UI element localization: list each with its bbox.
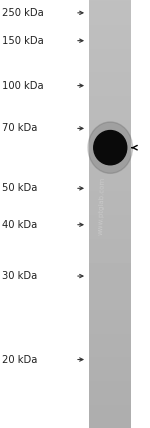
Text: 70 kDa: 70 kDa (2, 123, 37, 134)
Text: 250 kDa: 250 kDa (2, 8, 43, 18)
Text: 20 kDa: 20 kDa (2, 354, 37, 365)
Ellipse shape (94, 131, 127, 165)
Text: www.ptglab.com: www.ptglab.com (98, 176, 106, 235)
Text: 40 kDa: 40 kDa (2, 220, 37, 230)
Text: 50 kDa: 50 kDa (2, 183, 37, 193)
Ellipse shape (88, 122, 133, 173)
Text: 150 kDa: 150 kDa (2, 36, 43, 46)
Text: 100 kDa: 100 kDa (2, 80, 43, 91)
Text: 30 kDa: 30 kDa (2, 271, 37, 281)
